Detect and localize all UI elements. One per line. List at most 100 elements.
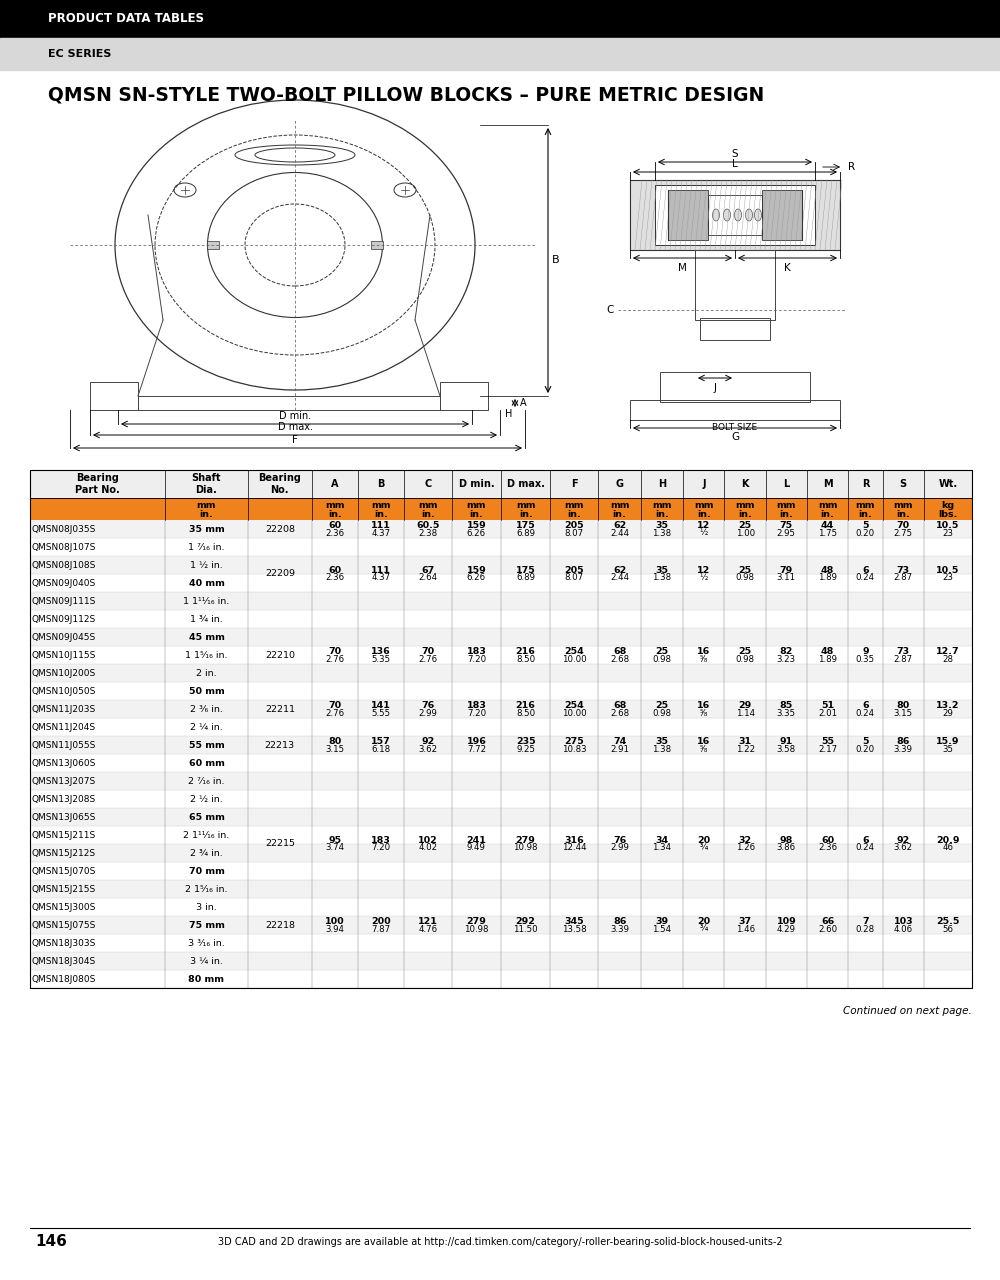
Text: G: G [616,479,624,489]
Text: 254: 254 [564,701,584,710]
Text: EC SERIES: EC SERIES [48,49,111,59]
Text: 48: 48 [821,646,834,655]
Text: in.: in. [567,509,581,518]
Text: 46: 46 [942,844,953,852]
Text: 25: 25 [739,566,752,575]
Text: 6.89: 6.89 [516,573,535,582]
Text: 279: 279 [516,836,536,845]
Bar [30,899,972,916]
Text: 109: 109 [776,916,796,925]
Bar [30,664,972,682]
Text: 279: 279 [466,916,486,925]
Text: in.: in. [200,509,213,518]
Text: 0.24: 0.24 [856,844,875,852]
Text: 2 1¹¹⁄₁₆ in.: 2 1¹¹⁄₁₆ in. [183,831,230,840]
Text: 22215: 22215 [265,840,295,849]
Text: 2.36: 2.36 [325,573,344,582]
Text: M: M [678,262,686,273]
Text: S: S [732,148,738,159]
Bar [30,754,972,772]
Text: D max.: D max. [507,479,545,489]
Text: 205: 205 [565,566,584,575]
Text: 6.18: 6.18 [371,745,390,754]
Text: 12.44: 12.44 [562,844,587,852]
Text: Bearing
Part No.: Bearing Part No. [75,474,120,495]
Text: 3 in.: 3 in. [196,902,217,911]
Text: 48: 48 [821,566,834,575]
Text: R: R [848,163,855,172]
Text: G: G [731,431,739,442]
Text: F: F [571,479,578,489]
Text: 55: 55 [821,737,834,746]
Text: in.: in. [859,509,872,518]
Text: QMSN13J208S: QMSN13J208S [32,795,96,804]
Text: 200: 200 [371,916,390,925]
Text: 12: 12 [697,566,710,575]
Text: mm: mm [371,500,390,509]
Text: A: A [520,398,527,408]
Bar [30,718,972,736]
Text: 0.20: 0.20 [856,745,875,754]
Text: 1.89: 1.89 [818,654,837,663]
Bar [668,189,708,241]
Bar [90,381,138,410]
Bar [660,372,810,402]
Text: 44: 44 [821,521,834,530]
Text: 70: 70 [328,701,341,710]
Text: 62: 62 [613,521,626,530]
Text: 56: 56 [942,924,953,933]
Text: 20.9: 20.9 [936,836,960,845]
Text: S: S [900,479,907,489]
Text: 25: 25 [739,646,752,655]
Text: 3.15: 3.15 [325,745,344,754]
Text: 8.50: 8.50 [516,654,535,663]
Text: 60.5: 60.5 [416,521,439,530]
Text: 91: 91 [780,737,793,746]
Text: 22208: 22208 [265,525,295,534]
Text: 2.64: 2.64 [418,573,437,582]
Text: 22210: 22210 [265,650,295,659]
Text: 35: 35 [656,521,669,530]
Text: K: K [784,262,790,273]
Text: 3 ³⁄₁₆ in.: 3 ³⁄₁₆ in. [188,938,225,947]
Text: mm: mm [652,500,672,509]
Bar [30,591,972,611]
Text: BOLT SIZE: BOLT SIZE [712,422,758,431]
Text: 35 mm: 35 mm [189,525,224,534]
Text: M: M [823,479,832,489]
Text: 2.01: 2.01 [818,709,837,718]
Text: 2 ¼ in.: 2 ¼ in. [190,722,223,731]
Text: 70: 70 [897,521,910,530]
Bar [30,881,972,899]
Text: ½: ½ [700,529,708,538]
Text: 25: 25 [739,521,752,530]
Text: 2.76: 2.76 [418,654,437,663]
Text: in.: in. [821,509,834,518]
Bar [30,790,972,808]
Text: 2.91: 2.91 [610,745,629,754]
Text: 9.25: 9.25 [516,745,535,754]
Text: 13.2: 13.2 [936,701,960,710]
Text: 92: 92 [421,737,434,746]
Text: 73: 73 [897,646,910,655]
Text: 70: 70 [328,646,341,655]
Text: QMSN09J045S: QMSN09J045S [32,632,96,641]
Text: 28: 28 [942,654,953,663]
Text: 1.38: 1.38 [652,573,672,582]
Text: R: R [862,479,869,489]
Text: 0.20: 0.20 [856,529,875,538]
Text: 76: 76 [421,701,434,710]
Bar [630,180,840,250]
Text: 2.95: 2.95 [777,529,796,538]
Text: 6.89: 6.89 [516,529,535,538]
Text: 86: 86 [897,737,910,746]
Text: 23: 23 [942,573,953,582]
Text: 3.94: 3.94 [325,924,344,933]
Text: mm: mm [818,500,837,509]
Text: D max.: D max. [278,422,312,431]
Text: 3.39: 3.39 [894,745,913,754]
Text: mm: mm [565,500,584,509]
Text: A: A [331,479,339,489]
Text: 39: 39 [655,916,669,925]
Text: D min.: D min. [279,411,311,421]
